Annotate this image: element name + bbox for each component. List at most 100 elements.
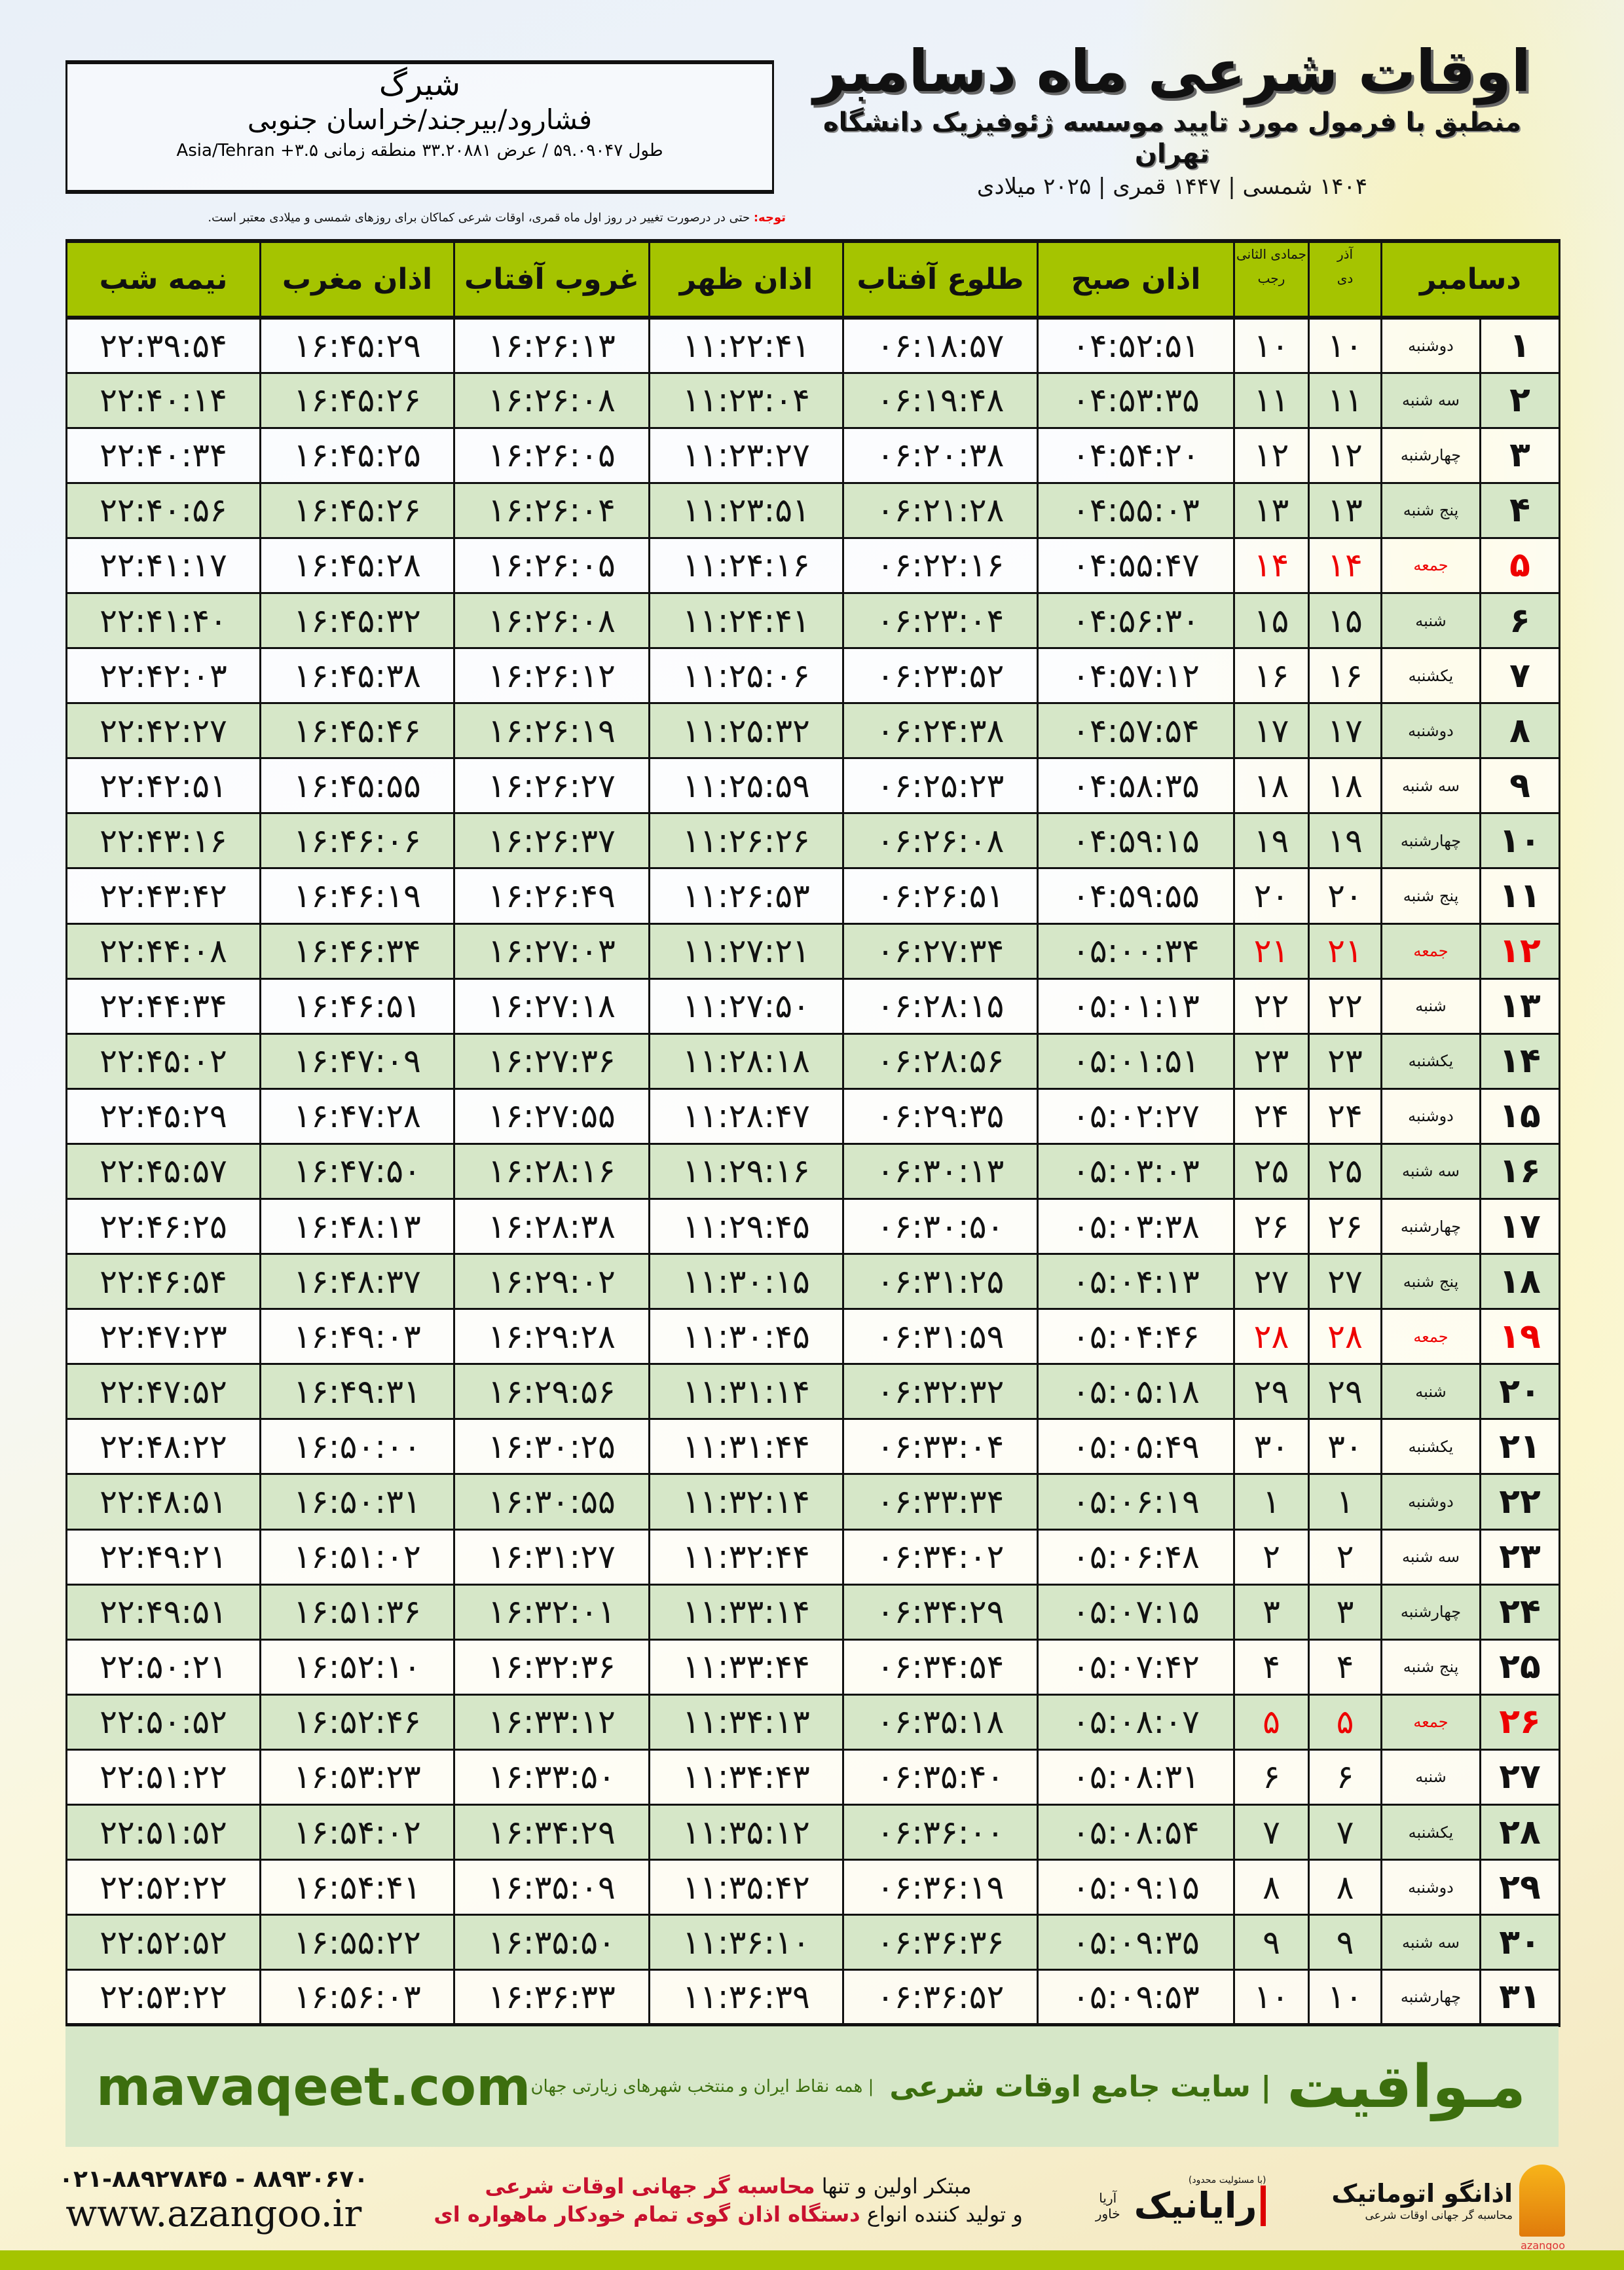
midnight-time: ۲۲:۴۷:۵۲ [65,1363,261,1421]
dhuhr-time: ۱۱:۳۶:۳۹ [648,1969,844,2027]
table-row: ۵ جمعه ۱۴ ۱۴ ۰۴:۵۵:۴۷ ۰۶:۲۲:۱۶ ۱۱:۲۴:۱۶ ۱۶:۲۶:۰… [65,536,1561,594]
sunset-time: ۱۶:۲۹:۵۶ [453,1363,650,1421]
sunset-time: ۱۶:۲۶:۱۹ [453,702,650,760]
maghrib-time: ۱۶:۵۱:۰۲ [259,1528,455,1586]
sunrise-time: ۰۶:۱۹:۴۸ [842,371,1039,429]
dhuhr-time: ۱۱:۲۵:۳۲ [648,702,844,760]
weekday: دوشنبه [1380,1859,1482,1916]
day-number: ۱۸ [1479,1253,1561,1311]
dey-date: ۱۲ [1308,426,1382,484]
sunrise-time: ۰۶:۳۶:۳۶ [842,1914,1039,1971]
weekday: جمعه [1380,1308,1482,1366]
weekday: یکشنبه [1380,1032,1482,1090]
day-number: ۵ [1479,536,1561,594]
sunrise-time: ۰۶:۲۲:۱۶ [842,536,1039,594]
page-title: اوقات شرعی ماه دسامبر [813,37,1531,105]
sunrise-time: ۰۶:۳۴:۰۲ [842,1528,1039,1586]
rajab-date: ۱۹ [1233,812,1310,870]
footer-tagline-2: و تولید کننده انواع دستگاه اذان گوی تمام… [434,2201,1022,2229]
sunset-time: ۱۶:۳۵:۰۹ [453,1859,650,1916]
rajab-date: ۲۷ [1233,1253,1310,1311]
fajr-time: ۰۵:۰۳:۰۳ [1037,1142,1235,1200]
fajr-time: ۰۵:۰۷:۱۵ [1037,1583,1235,1641]
rajab-date: ۱۷ [1233,702,1310,760]
midnight-time: ۲۲:۴۹:۵۱ [65,1583,261,1641]
maghrib-time: ۱۶:۵۰:۰۰ [259,1418,455,1476]
weekday: پنج شنبه [1380,867,1482,925]
note: توجه: حتی در درصورت تغییر در روز اول ماه… [26,211,786,225]
table-row: ۱۳ شنبه ۲۲ ۲۲ ۰۵:۰۱:۱۳ ۰۶:۲۸:۱۵ ۱۱:۲۷:۵۰ ۱۶:۲۷:… [65,977,1561,1035]
fajr-time: ۰۵:۰۳:۳۸ [1037,1197,1235,1256]
dey-date: ۸ [1308,1859,1382,1916]
azangoo-website[interactable]: www.azangoo.ir [65,2193,362,2236]
dey-date: ۲۴ [1308,1087,1382,1145]
table-row: ۱۱ پنج شنبه ۲۰ ۲۰ ۰۴:۵۹:۵۵ ۰۶:۲۶:۵۱ ۱۱:۲۶:۵۳ ۱۶… [65,867,1561,925]
weekday: سه شنبه [1380,1528,1482,1586]
dey-date: ۱۰ [1308,316,1382,374]
day-number: ۱۶ [1479,1142,1561,1200]
tag2-b: دستگاه اذان گوی تمام خودکار ماهواره ای [434,2202,860,2227]
weekday: شنبه [1380,977,1482,1035]
fajr-time: ۰۴:۵۷:۱۲ [1037,647,1235,705]
dhuhr-time: ۱۱:۳۵:۴۲ [648,1859,844,1916]
midnight-time: ۲۲:۴۶:۵۴ [65,1253,261,1311]
dey-date: ۹ [1308,1914,1382,1971]
note-label: توجه: [753,211,786,225]
dey-date: ۲۳ [1308,1032,1382,1090]
header-sunset: غروب آفتاب [453,239,650,320]
rajab-date: ۱۰ [1233,1969,1310,2027]
sunrise-time: ۰۶:۲۰:۳۸ [842,426,1039,484]
midnight-time: ۲۲:۵۲:۲۲ [65,1859,261,1916]
rajab-date: ۲۹ [1233,1363,1310,1421]
table-row: ۳۰ سه شنبه ۹ ۹ ۰۵:۰۹:۳۵ ۰۶:۳۶:۳۶ ۱۱:۳۶:۱۰ ۱۶:۳۵… [65,1914,1561,1971]
dhuhr-time: ۱۱:۳۱:۱۴ [648,1363,844,1421]
table-row: ۸ دوشنبه ۱۷ ۱۷ ۰۴:۵۷:۵۴ ۰۶:۲۴:۳۸ ۱۱:۲۵:۳۲ ۱۶:۲۶… [65,702,1561,760]
dhuhr-time: ۱۱:۲۵:۵۹ [648,757,844,815]
sunrise-time: ۰۶:۳۱:۲۵ [842,1253,1039,1311]
weekday: شنبه [1380,1748,1482,1806]
dey-date: ۲۸ [1308,1308,1382,1366]
day-number: ۳ [1479,426,1561,484]
dey-date: ۱۰ [1308,1969,1382,2027]
sunset-time: ۱۶:۲۶:۰۸ [453,371,650,429]
sunset-time: ۱۶:۲۶:۱۳ [453,316,650,374]
sunrise-time: ۰۶:۲۳:۵۲ [842,647,1039,705]
table-row: ۳ چهارشنبه ۱۲ ۱۲ ۰۴:۵۴:۲۰ ۰۶:۲۰:۳۸ ۱۱:۲۳:۲۷ ۱۶:… [65,426,1561,484]
header-month: دسامبر [1380,239,1561,320]
dey-date: ۱ [1308,1473,1382,1531]
fajr-time: ۰۵:۰۲:۲۷ [1037,1087,1235,1145]
header-rajab: جمادی الثانی رجب [1233,239,1310,320]
maghrib-time: ۱۶:۴۵:۵۵ [259,757,455,815]
sunset-time: ۱۶:۲۶:۰۵ [453,536,650,594]
sunset-time: ۱۶:۲۷:۳۶ [453,1032,650,1090]
rajab-date: ۲۸ [1233,1308,1310,1366]
site-link[interactable]: mavaqeet.com [96,2056,531,2117]
brand-logo: مـواقیت [1287,2052,1526,2121]
midnight-time: ۲۲:۴۶:۲۵ [65,1197,261,1256]
dhuhr-time: ۱۱:۲۵:۰۶ [648,647,844,705]
sunset-time: ۱۶:۳۰:۵۵ [453,1473,650,1531]
dey-date: ۲۱ [1308,922,1382,980]
dhuhr-time: ۱۱:۳۳:۱۴ [648,1583,844,1641]
sunrise-time: ۰۶:۳۳:۳۴ [842,1473,1039,1531]
header-sunrise: طلوع آفتاب [842,239,1039,320]
maghrib-time: ۱۶:۴۶:۰۶ [259,812,455,870]
maghrib-time: ۱۶:۵۴:۴۱ [259,1859,455,1916]
dhuhr-time: ۱۱:۳۴:۴۳ [648,1748,844,1806]
weekday: سه شنبه [1380,757,1482,815]
fajr-time: ۰۴:۵۵:۰۳ [1037,481,1235,539]
rajab-date: ۶ [1233,1748,1310,1806]
midnight-time: ۲۲:۴۴:۳۴ [65,977,261,1035]
weekday: دوشنبه [1380,316,1482,374]
table-row: ۱۴ یکشنبه ۲۳ ۲۳ ۰۵:۰۱:۵۱ ۰۶:۲۸:۵۶ ۱۱:۲۸:۱۸ ۱۶:۲… [65,1032,1561,1090]
location-coordinates: طول ۵۹.۰۹۰۴۷ / عرض ۳۳.۲۰۸۸۱ منطقه زمانی … [176,141,663,161]
dhuhr-time: ۱۱:۳۵:۱۲ [648,1804,844,1861]
dey-date: ۱۷ [1308,702,1382,760]
dhuhr-time: ۱۱:۲۷:۵۰ [648,977,844,1035]
table-row: ۱۷ چهارشنبه ۲۶ ۲۶ ۰۵:۰۳:۳۸ ۰۶:۳۰:۵۰ ۱۱:۲۹:۴۵ ۱۶… [65,1197,1561,1256]
sunrise-time: ۰۶:۲۶:۰۸ [842,812,1039,870]
rajab-date: ۲۵ [1233,1142,1310,1200]
rajab-date: ۱۸ [1233,757,1310,815]
dhuhr-time: ۱۱:۳۰:۴۵ [648,1308,844,1366]
fajr-time: ۰۴:۵۳:۳۵ [1037,371,1235,429]
